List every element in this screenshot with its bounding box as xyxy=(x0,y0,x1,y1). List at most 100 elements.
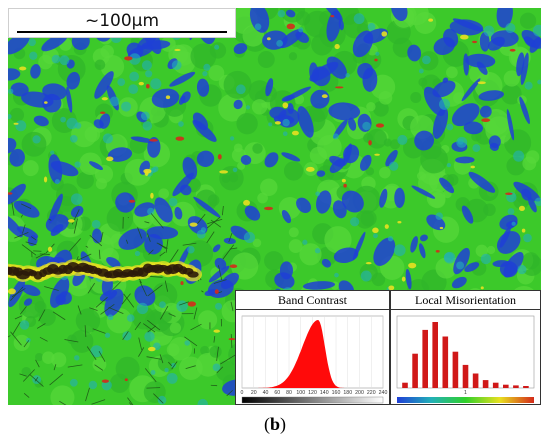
high-misorientation-spot xyxy=(146,83,150,89)
cyan-region xyxy=(91,219,101,229)
grain-boundary xyxy=(144,221,150,224)
grain-boundary xyxy=(143,323,156,333)
blue-region xyxy=(30,64,41,79)
cyan-region xyxy=(277,9,286,18)
blue-region xyxy=(8,68,21,81)
grain-patch xyxy=(22,160,39,177)
grain-boundary xyxy=(164,280,168,292)
high-misorientation-spot xyxy=(101,379,110,383)
band-contrast-header: Band Contrast xyxy=(235,290,390,310)
cyan-region xyxy=(70,193,83,205)
cyan-region xyxy=(314,248,321,254)
blue-region xyxy=(233,43,248,55)
high-misorientation-spot xyxy=(143,168,152,174)
grain-boundary xyxy=(193,307,198,320)
grain-boundary xyxy=(39,336,48,342)
grain-patch xyxy=(94,59,106,71)
cyan-region xyxy=(232,167,238,173)
grain-boundary xyxy=(20,214,23,218)
grain-boundary xyxy=(19,373,27,377)
blue-region xyxy=(192,112,208,131)
local-misorientation-histogram: 1 xyxy=(396,315,535,403)
grain-patch xyxy=(252,238,262,248)
cyan-region xyxy=(184,340,191,346)
grain-boundary xyxy=(89,307,98,311)
bc-tick-label: 40 xyxy=(263,390,269,396)
cyan-region xyxy=(387,236,394,242)
blue-region xyxy=(281,209,292,224)
grain-patch xyxy=(257,192,268,204)
grain-patch xyxy=(157,354,176,372)
high-misorientation-spot xyxy=(435,250,440,253)
high-misorientation-spot xyxy=(217,154,222,160)
blue-region xyxy=(407,44,422,62)
high-misorientation-spot xyxy=(101,97,108,101)
lm-bar xyxy=(513,385,519,388)
grain-boundary xyxy=(128,402,132,405)
high-misorientation-spot xyxy=(521,228,526,233)
cyan-region xyxy=(15,120,27,132)
grain-boundary xyxy=(137,227,143,239)
grain-boundary xyxy=(150,213,164,229)
grain-patch xyxy=(208,64,225,81)
grain-boundary xyxy=(171,361,178,370)
high-misorientation-spot xyxy=(13,122,19,125)
blue-region xyxy=(281,152,301,162)
figure-caption: (b) xyxy=(263,414,286,434)
high-misorientation-spot xyxy=(334,43,340,50)
cyan-region xyxy=(28,38,36,47)
grain-boundary xyxy=(168,313,176,317)
high-misorientation-spot xyxy=(460,34,469,40)
blue-region xyxy=(50,224,64,236)
blue-region xyxy=(151,88,180,108)
grain-patch xyxy=(215,360,237,382)
cyan-region xyxy=(345,73,350,78)
high-misorientation-spot xyxy=(518,205,525,212)
grain-boundary xyxy=(156,242,168,249)
band-contrast-title: Band Contrast xyxy=(278,293,347,307)
high-misorientation-spot xyxy=(286,23,296,30)
grain-patch xyxy=(41,351,55,365)
cyan-region xyxy=(507,208,515,215)
grain-boundary xyxy=(147,319,161,331)
blue-region xyxy=(296,197,312,213)
cyan-region xyxy=(375,51,380,56)
high-misorientation-spot xyxy=(264,206,274,211)
high-misorientation-spot xyxy=(44,101,48,104)
grain-boundary xyxy=(144,368,157,383)
grain-patch xyxy=(366,101,376,112)
grain-boundary xyxy=(39,253,50,255)
cyan-region xyxy=(69,134,78,143)
grain-boundary xyxy=(35,359,40,368)
cyan-region xyxy=(367,22,376,31)
bc-tick-label: 120 xyxy=(308,390,317,396)
blue-region xyxy=(244,205,261,221)
grain-boundary xyxy=(139,280,148,297)
blue-region xyxy=(21,284,41,296)
blue-region xyxy=(496,8,513,28)
grain-patch xyxy=(367,128,387,149)
cyan-region xyxy=(483,25,495,37)
cyan-region xyxy=(229,136,235,141)
grain-boundary xyxy=(230,334,233,348)
high-misorientation-spot xyxy=(401,276,406,282)
cyan-region xyxy=(150,167,157,174)
local-misorientation-header: Local Misorientation xyxy=(390,290,541,310)
blue-region xyxy=(214,257,227,270)
high-misorientation-spot xyxy=(343,183,347,188)
blue-region xyxy=(207,279,234,298)
cyan-region xyxy=(168,197,178,207)
grain-boundary xyxy=(179,301,190,306)
high-misorientation-spot xyxy=(282,102,289,109)
grain-patch xyxy=(379,166,391,179)
grain-boundary xyxy=(148,275,163,278)
grain-boundary xyxy=(53,364,57,371)
blue-region xyxy=(249,8,270,33)
grain-patch xyxy=(34,300,47,313)
grain-boundary xyxy=(91,399,106,405)
cyan-region xyxy=(51,54,61,64)
blue-region xyxy=(464,262,480,272)
grain-boundary xyxy=(95,297,108,308)
grain-boundary xyxy=(147,325,156,333)
cyan-region xyxy=(129,71,140,82)
